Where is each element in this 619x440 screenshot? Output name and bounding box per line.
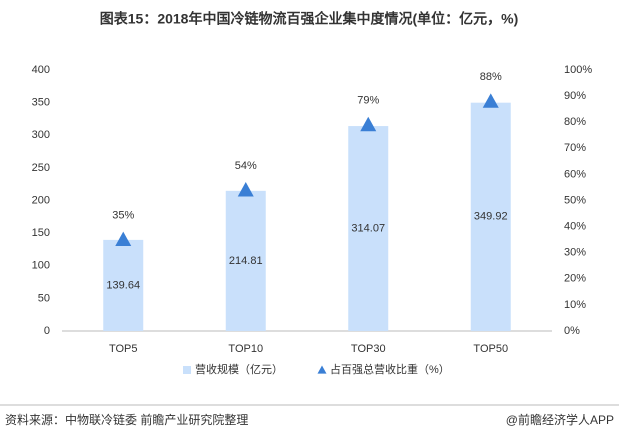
y2-tick-label: 0%	[564, 325, 580, 337]
bar-value-label: 214.81	[229, 255, 263, 267]
y2-tick-label: 80%	[564, 116, 586, 128]
y-tick-label: 200	[32, 194, 50, 206]
legend-label: 营收规模（亿元）	[195, 362, 283, 376]
source: 资料来源：中物联冷链委 前瞻产业研究院整理	[5, 412, 248, 427]
y2-tick-label: 100%	[564, 64, 592, 76]
legend-swatch	[317, 365, 327, 374]
x-tick-label: TOP50	[473, 343, 508, 355]
y-tick-label: 250	[32, 162, 50, 174]
y-tick-label: 0	[44, 325, 50, 337]
bar	[348, 126, 389, 331]
bar	[225, 190, 266, 331]
y-tick-label: 150	[32, 227, 50, 239]
bar	[103, 239, 144, 331]
footer: @前瞻经济学人APP	[506, 412, 614, 427]
x-tick-label: TOP5	[109, 343, 138, 355]
legend-swatch	[183, 366, 191, 374]
share-marker	[482, 93, 499, 108]
share-value-label: 35%	[112, 210, 134, 222]
share-value-label: 79%	[357, 95, 379, 107]
share-value-label: 88%	[480, 71, 502, 83]
share-marker	[360, 116, 377, 132]
chart-title: 图表15：2018年中国冷链物流百强企业集中度情况(单位：亿元，%)	[100, 11, 519, 27]
y2-tick-label: 30%	[564, 247, 586, 259]
share-marker	[115, 231, 132, 247]
x-tick-label: TOP10	[228, 343, 263, 355]
bar-value-label: 314.07	[351, 222, 385, 234]
y-tick-label: 350	[32, 97, 50, 109]
y2-tick-label: 50%	[564, 194, 586, 206]
y-tick-label: 100	[32, 260, 50, 272]
y2-tick-label: 70%	[564, 142, 586, 154]
y2-tick-label: 40%	[564, 221, 586, 233]
x-tick-label: TOP30	[351, 343, 386, 355]
y2-tick-label: 60%	[564, 168, 586, 180]
y2-tick-label: 90%	[564, 90, 586, 102]
legend-label: 占百强总营收比重（%）	[330, 362, 450, 376]
share-value-label: 54%	[235, 160, 257, 172]
y-tick-label: 50	[38, 292, 50, 304]
y-tick-label: 400	[32, 64, 50, 76]
y2-tick-label: 20%	[564, 273, 586, 285]
y-tick-label: 300	[32, 129, 50, 141]
y2-tick-label: 10%	[564, 299, 586, 311]
share-marker	[237, 182, 254, 197]
bar-value-label: 349.92	[474, 211, 508, 223]
bar-value-label: 139.64	[106, 279, 140, 291]
bar	[470, 102, 511, 331]
